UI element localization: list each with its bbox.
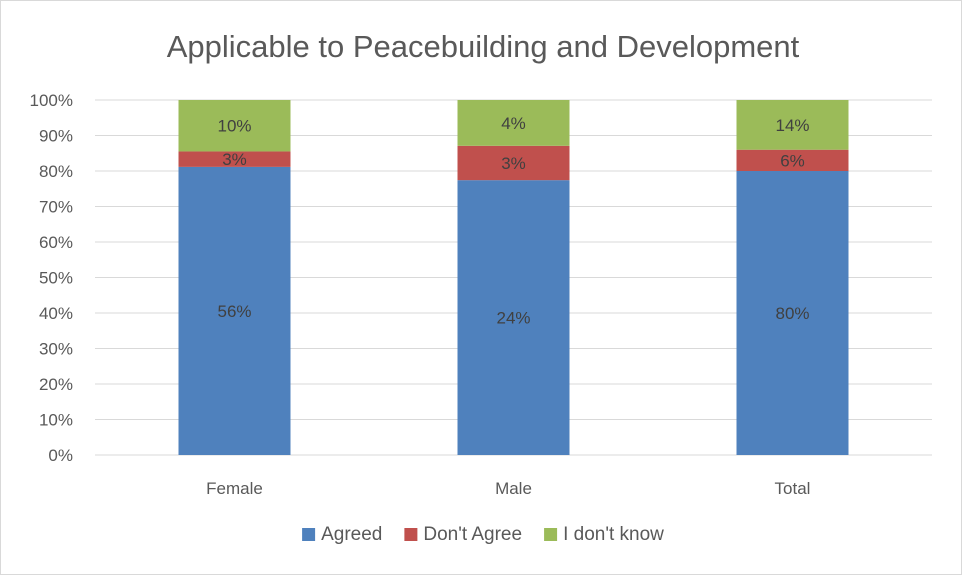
y-tick-label: 90% — [39, 127, 73, 146]
legend-entry: I don't know — [563, 524, 664, 545]
x-tick-label: Male — [495, 479, 532, 498]
chart-title: Applicable to Peacebuilding and Developm… — [167, 29, 800, 64]
data-labels: 56% 3% 10% 24% 3% 4% 80% 6% 14% — [217, 114, 809, 328]
y-tick-label: 50% — [39, 269, 73, 288]
y-tick-label: 80% — [39, 162, 73, 181]
bar-segment — [736, 171, 849, 455]
bar-segment — [457, 180, 570, 455]
bar-segment — [457, 100, 570, 146]
data-label: 6% — [780, 151, 805, 170]
legend-swatch — [302, 528, 316, 541]
data-label: 56% — [217, 302, 251, 321]
y-tick-label: 30% — [39, 340, 73, 359]
bar-segment — [736, 100, 849, 150]
data-label: 80% — [775, 304, 809, 323]
data-label: 24% — [496, 309, 530, 328]
data-label: 14% — [775, 116, 809, 135]
y-tick-label: 20% — [39, 375, 73, 394]
legend-entry: Agreed — [321, 524, 382, 545]
y-axis-tick-labels: 0% 10% 20% 30% 40% 50% 60% 70% 80% 90% 100% — [30, 91, 73, 465]
legend: Agreed Don't Agree I don't know — [302, 524, 664, 545]
y-tick-label: 100% — [30, 91, 73, 110]
data-label: 10% — [217, 117, 251, 136]
y-tick-label: 0% — [48, 446, 73, 465]
bar-segment — [457, 145, 570, 181]
x-axis-tick-labels: Female Male Total — [206, 479, 810, 498]
y-tick-label: 10% — [39, 411, 73, 430]
bar-segment — [178, 151, 291, 167]
bar-segment — [178, 166, 291, 455]
x-tick-label: Total — [775, 479, 811, 498]
y-tick-label: 60% — [39, 233, 73, 252]
x-tick-label: Female — [206, 479, 263, 498]
legend-swatch — [544, 528, 558, 541]
data-label: 3% — [501, 154, 526, 173]
data-label: 4% — [501, 114, 526, 133]
legend-swatch — [404, 528, 418, 541]
y-tick-label: 40% — [39, 304, 73, 323]
data-label: 3% — [222, 150, 247, 169]
bars — [178, 100, 849, 455]
y-tick-label: 70% — [39, 198, 73, 217]
bar-segment — [178, 100, 291, 152]
legend-entry: Don't Agree — [423, 524, 522, 545]
bar-segment — [736, 149, 849, 171]
